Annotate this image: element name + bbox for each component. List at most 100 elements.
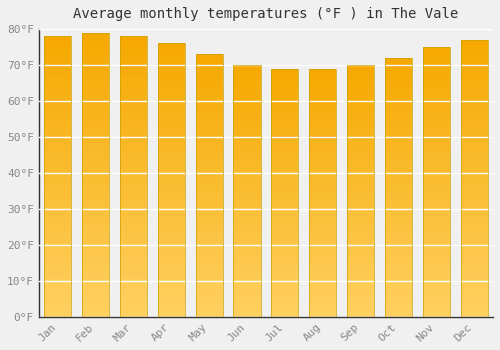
Bar: [120, 106, 147, 110]
Bar: [309, 242, 336, 245]
Bar: [158, 248, 185, 252]
Bar: [271, 140, 298, 143]
Bar: [309, 273, 336, 276]
Bar: [385, 126, 412, 129]
Bar: [44, 145, 72, 148]
Bar: [120, 285, 147, 289]
Bar: [82, 224, 109, 228]
Bar: [196, 258, 223, 261]
Bar: [158, 81, 185, 84]
Bar: [347, 260, 374, 263]
Bar: [422, 199, 450, 202]
Bar: [460, 130, 488, 133]
Bar: [309, 103, 336, 106]
Bar: [422, 71, 450, 74]
Bar: [234, 184, 260, 188]
Bar: [460, 119, 488, 123]
Bar: [158, 241, 185, 245]
Bar: [196, 117, 223, 120]
Bar: [158, 214, 185, 218]
Bar: [347, 141, 374, 144]
Bar: [196, 110, 223, 113]
Bar: [158, 88, 185, 91]
Bar: [309, 81, 336, 84]
Bar: [82, 93, 109, 97]
Bar: [44, 50, 72, 54]
Bar: [347, 216, 374, 219]
Bar: [120, 257, 147, 261]
Bar: [234, 181, 260, 184]
Bar: [385, 106, 412, 110]
Bar: [234, 125, 260, 128]
Bar: [120, 162, 147, 166]
Bar: [120, 190, 147, 194]
Bar: [460, 57, 488, 61]
Bar: [120, 57, 147, 61]
Bar: [385, 74, 412, 77]
Bar: [82, 57, 109, 61]
Bar: [460, 199, 488, 203]
Bar: [234, 279, 260, 282]
Bar: [82, 257, 109, 260]
Bar: [271, 227, 298, 230]
Bar: [309, 109, 336, 112]
Bar: [347, 276, 374, 279]
Bar: [422, 209, 450, 212]
Bar: [309, 190, 336, 193]
Bar: [422, 98, 450, 101]
Bar: [82, 235, 109, 239]
Bar: [385, 152, 412, 155]
Bar: [385, 161, 412, 164]
Bar: [196, 140, 223, 143]
Bar: [44, 166, 72, 169]
Bar: [196, 228, 223, 231]
Bar: [460, 196, 488, 199]
Bar: [120, 131, 147, 134]
Bar: [460, 178, 488, 182]
Bar: [385, 239, 412, 242]
Bar: [234, 109, 260, 112]
Bar: [44, 57, 72, 61]
Bar: [158, 43, 185, 317]
Bar: [196, 182, 223, 186]
Bar: [422, 135, 450, 138]
Bar: [196, 238, 223, 241]
Bar: [385, 210, 412, 213]
Bar: [82, 168, 109, 171]
Bar: [82, 150, 109, 153]
Bar: [347, 251, 374, 254]
Bar: [234, 147, 260, 150]
Bar: [196, 67, 223, 71]
Bar: [460, 75, 488, 78]
Bar: [422, 114, 450, 118]
Bar: [234, 97, 260, 100]
Bar: [44, 36, 72, 317]
Bar: [82, 143, 109, 146]
Bar: [82, 139, 109, 143]
Bar: [422, 307, 450, 310]
Bar: [196, 195, 223, 199]
Bar: [120, 247, 147, 250]
Bar: [196, 61, 223, 64]
Bar: [120, 127, 147, 131]
Bar: [271, 218, 298, 220]
Bar: [347, 197, 374, 200]
Bar: [422, 303, 450, 307]
Bar: [44, 155, 72, 159]
Bar: [385, 190, 412, 194]
Bar: [234, 163, 260, 166]
Bar: [82, 171, 109, 175]
Bar: [460, 140, 488, 144]
Bar: [347, 65, 374, 317]
Bar: [347, 87, 374, 90]
Bar: [158, 146, 185, 149]
Bar: [44, 82, 72, 85]
Bar: [422, 158, 450, 162]
Bar: [120, 205, 147, 208]
Bar: [44, 292, 72, 296]
Bar: [120, 145, 147, 148]
Bar: [385, 203, 412, 207]
Bar: [271, 152, 298, 155]
Bar: [347, 194, 374, 197]
Bar: [309, 87, 336, 90]
